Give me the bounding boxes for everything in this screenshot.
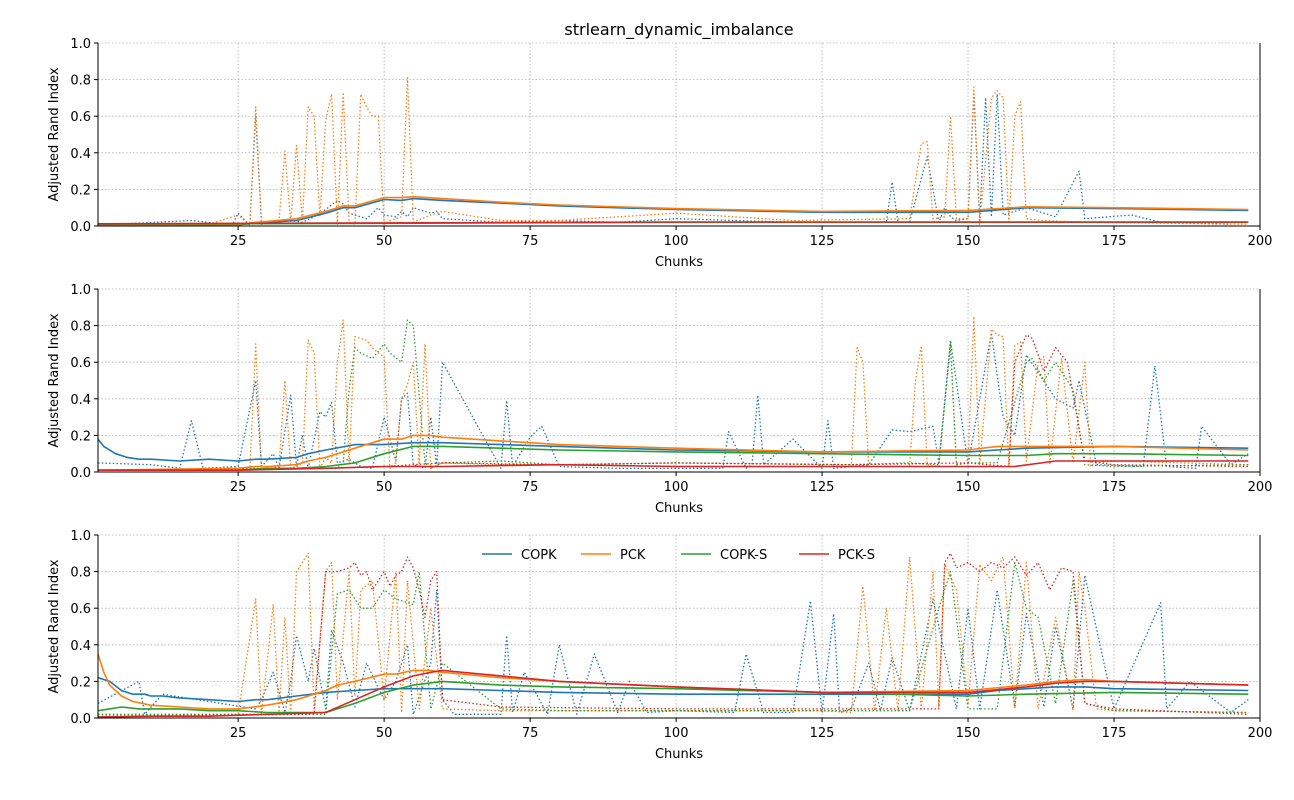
x-tick-label: 100 <box>664 234 689 249</box>
subplot-1: 25 50 75 100 125 150 175 200 0.0 0.2 0.4 0.6 0.8 1.0 C… <box>47 37 1272 270</box>
series-line-pck-s-solid <box>98 460 1249 472</box>
chart-title: strlearn_dynamic_imbalance <box>564 20 793 40</box>
y-tick-label: 0.0 <box>70 712 91 727</box>
y-tick-label: 1.0 <box>70 283 91 298</box>
y-tick-label: 0.2 <box>70 675 91 690</box>
legend-label-copk-s: COPK-S <box>720 548 767 563</box>
x-axis-label: Chunks <box>655 747 703 762</box>
x-tick-label: 50 <box>376 726 393 741</box>
series-line-copk-s-dotted <box>98 561 1249 715</box>
x-tick-label: 25 <box>230 726 247 741</box>
series-line-copk-s-dotted <box>97 319 1249 471</box>
x-tick-label: 100 <box>664 480 689 495</box>
y-tick-label: 0.6 <box>70 356 91 371</box>
subplot-2: 25 50 75 100 125 150 175 200 0.0 0.2 0.4 0.6 0.8 1.0 C… <box>47 283 1272 516</box>
x-tick-label: 25 <box>230 480 247 495</box>
x-tick-label: 50 <box>376 480 393 495</box>
series-line-copk-s-solid <box>97 680 1249 714</box>
x-tick-label: 175 <box>1102 234 1127 249</box>
y-tick-label: 0.8 <box>70 320 91 335</box>
series-line-pck-solid <box>97 653 1249 710</box>
x-tick-label: 175 <box>1102 726 1127 741</box>
series-line-pck-dotted <box>97 77 1249 226</box>
y-axis-label: Adjusted Rand Index <box>47 313 62 447</box>
series-line-copk-dotted <box>97 93 1231 226</box>
series-line-pck-s-solid <box>97 669 1249 718</box>
series-line-copk-solid <box>97 676 1249 703</box>
x-tick-label: 25 <box>230 234 247 249</box>
y-tick-label: 0.2 <box>70 183 91 198</box>
x-tick-label: 150 <box>956 480 981 495</box>
y-axis-label: Adjusted Rand Index <box>47 67 62 201</box>
y-tick-label: 1.0 <box>70 37 91 52</box>
series-line-copk-solid <box>97 438 1249 462</box>
y-tick-label: 0.4 <box>70 639 91 654</box>
x-tick-label: 200 <box>1248 234 1273 249</box>
y-tick-label: 1.0 <box>70 529 91 544</box>
x-axis-label: Chunks <box>655 255 703 270</box>
x-tick-label: 150 <box>956 234 981 249</box>
y-tick-label: 0.2 <box>70 429 91 444</box>
y-tick-label: 0.4 <box>70 393 91 408</box>
y-tick-label: 0.0 <box>70 220 91 235</box>
x-tick-label: 100 <box>664 726 689 741</box>
y-axis-label: Adjusted Rand Index <box>47 559 62 693</box>
y-tick-label: 0.6 <box>70 110 91 125</box>
x-tick-label: 200 <box>1248 480 1273 495</box>
x-tick-label: 200 <box>1248 726 1273 741</box>
series-line-pck-s-dotted <box>97 552 1249 717</box>
y-tick-label: 0.0 <box>70 466 91 481</box>
series-line-copk-dotted <box>97 574 1249 715</box>
x-tick-label: 175 <box>1102 480 1127 495</box>
x-tick-label: 75 <box>522 726 539 741</box>
legend-label-copk: COPK <box>521 548 557 563</box>
legend: COPK PCK COPK-S PCK-S <box>482 548 875 563</box>
x-tick-label: 125 <box>810 234 835 249</box>
y-tick-label: 0.8 <box>70 566 91 581</box>
x-tick-label: 150 <box>956 726 981 741</box>
x-axis-label: Chunks <box>655 501 703 516</box>
x-tick-label: 50 <box>376 234 393 249</box>
subplot-3: 25 50 75 100 125 150 175 200 0.0 0.2 0.4 0.6 0.8 1.0 C… <box>47 529 1272 762</box>
legend-label-pck: PCK <box>620 548 646 563</box>
x-tick-label: 75 <box>522 234 539 249</box>
x-tick-label: 125 <box>810 480 835 495</box>
series-line-pck-s-dotted <box>97 334 1249 471</box>
y-tick-label: 0.8 <box>70 74 91 89</box>
y-tick-label: 0.6 <box>70 602 91 617</box>
series-line-copk-dotted <box>97 332 1249 469</box>
legend-label-pck-s: PCK-S <box>838 548 875 563</box>
series-line-pck-solid <box>97 434 1249 471</box>
x-tick-label: 125 <box>810 726 835 741</box>
y-tick-label: 0.4 <box>70 147 91 162</box>
x-tick-label: 75 <box>522 480 539 495</box>
series-line-pck-s-solid <box>97 221 1249 225</box>
